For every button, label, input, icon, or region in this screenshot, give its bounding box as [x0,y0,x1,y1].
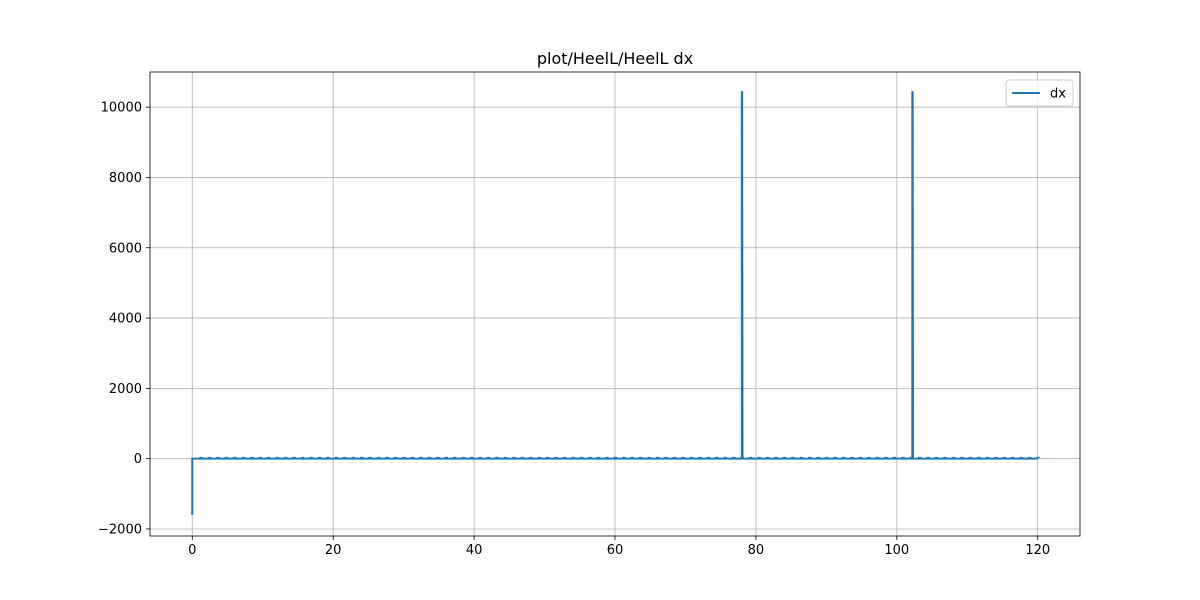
y-tick-label: 2000 [109,382,142,397]
plot-area [191,91,1040,515]
y-tick-label: 0 [134,452,142,467]
x-tick-label: 60 [607,543,624,558]
x-tick-label: 80 [748,543,765,558]
x-tick-label: 120 [1025,543,1050,558]
y-tick-label: −2000 [98,522,142,537]
chart-title: plot/HeelL/HeelL dx [537,49,693,68]
series-line-dx [191,91,1038,515]
x-tick-label: 0 [188,543,196,558]
y-tick-label: 8000 [109,171,142,186]
y-tick-label: 6000 [109,241,142,256]
y-tick-label: 4000 [109,312,142,327]
x-tick-label: 40 [466,543,483,558]
x-tick-label: 100 [884,543,909,558]
axes: 0 20 40 60 80 100 120 −2000 0 2000 4000 6000 8000 100… [98,71,1081,558]
x-tick-label: 20 [325,543,342,558]
legend-label-dx: dx [1050,87,1066,102]
y-tick-label: 10000 [101,101,142,116]
legend: dx [1005,79,1074,107]
